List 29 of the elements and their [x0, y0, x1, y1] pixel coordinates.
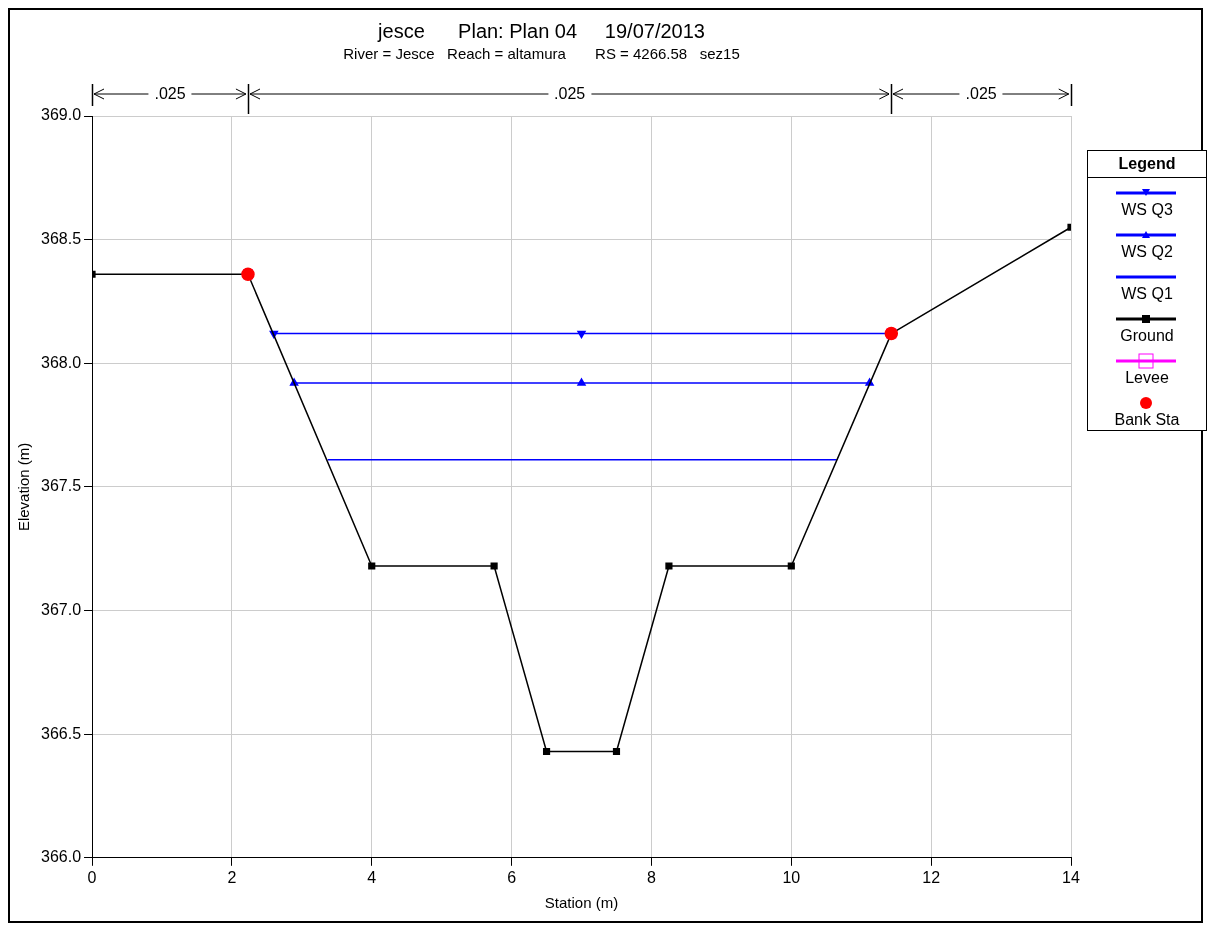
y-axis-title: Elevation (m) [15, 442, 33, 532]
legend-label: WS Q2 [1120, 243, 1174, 261]
y-tick-label: 368.0 [40, 353, 82, 371]
text: .025 [959, 84, 1003, 104]
legend-label: Levee [1124, 369, 1170, 387]
x-tick-label: 6 [507, 868, 517, 886]
y-tick-label: 368.5 [40, 230, 82, 248]
x-tick-label: 10 [782, 868, 801, 886]
y-tick-label: 366.0 [40, 848, 82, 866]
x-tick-label: 14 [1062, 868, 1080, 886]
legend-label: Ground [1119, 327, 1175, 345]
legend-title: Legend [1088, 151, 1206, 178]
text: .025 [148, 84, 192, 104]
legend-label: Bank Sta [1113, 411, 1181, 429]
y-tick-label: 369.0 [40, 106, 82, 124]
y-tick-label: 367.5 [40, 477, 82, 495]
chart-title: jesce Plan: Plan 04 19/07/2013 [377, 19, 705, 42]
chart-subtitle: River = Jesce Reach = altamura RS = 4266.58 sez15 [343, 45, 740, 63]
x-axis-title: Station (m) [544, 894, 619, 912]
legend-label: WS Q1 [1120, 285, 1174, 303]
x-tick-label: 8 [646, 868, 656, 886]
x-tick-label: 12 [922, 868, 941, 886]
x-tick-label: 4 [367, 868, 377, 886]
x-tick-label: 2 [227, 868, 237, 886]
x-tick-label: 0 [87, 868, 97, 886]
legend-label: WS Q3 [1120, 201, 1174, 219]
y-tick-label: 367.0 [40, 600, 82, 618]
text: .025 [548, 84, 592, 104]
y-tick-label: 366.5 [40, 724, 82, 742]
